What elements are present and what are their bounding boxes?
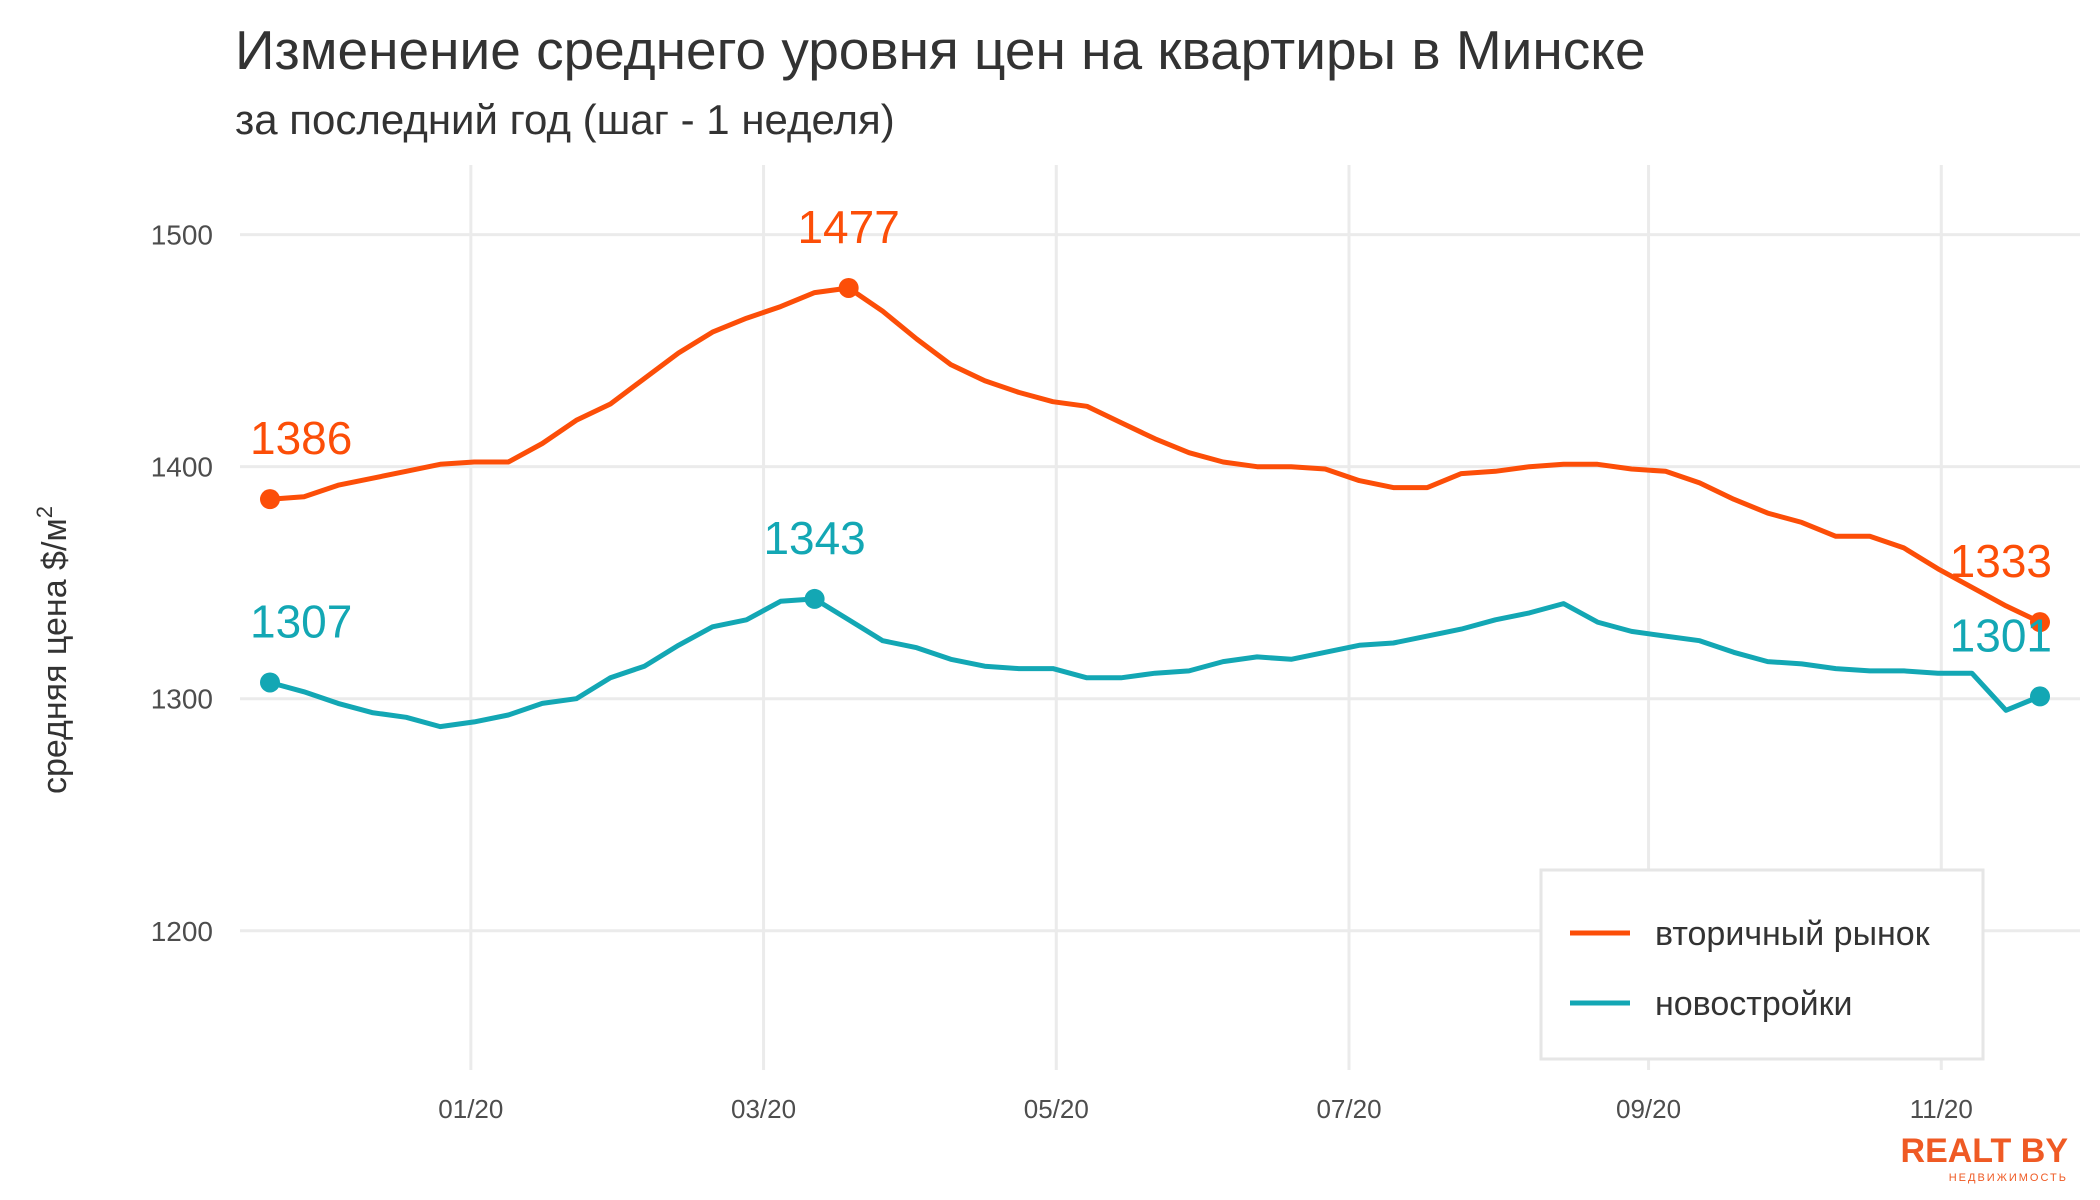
logo-text: REALT BY [1901, 1132, 2069, 1170]
series-line-new-buildings [267, 596, 2043, 730]
data-label: 1307 [250, 595, 352, 647]
y-axis-label: средняя цена $/м2 [32, 506, 74, 794]
label-layer: 1386 1477 1333 1307 1343 1301 [250, 201, 2052, 661]
x-tick-label: 07/20 [1316, 1094, 1381, 1124]
x-tick-label: 03/20 [731, 1094, 796, 1124]
legend-box [1539, 868, 1985, 1061]
y-tick-label: 1200 [151, 916, 213, 947]
series-layer [260, 277, 2050, 730]
data-label: 1333 [1950, 535, 2052, 587]
chart-title: Изменение среднего уровня цен на квартир… [235, 19, 1646, 81]
legend-label-secondary-market: вторичный рынок [1655, 915, 1931, 953]
realt-by-logo: REALT BY НЕДВИЖИМОСТЬ [1901, 1132, 2069, 1184]
y-tick-label: 1500 [151, 220, 213, 251]
highlight-point [2030, 612, 2050, 633]
y-tick-label: 1400 [151, 452, 213, 483]
highlight-point [838, 277, 859, 298]
y-tick-label: 1300 [151, 684, 213, 715]
legend: вторичный рынок новостройки [1539, 868, 1985, 1061]
chart-subtitle: за последний год (шаг - 1 неделя) [235, 96, 895, 143]
highlight-point [2030, 686, 2050, 707]
x-tick-label: 01/20 [438, 1094, 503, 1124]
data-label: 1301 [1950, 609, 2052, 661]
highlight-point [804, 588, 825, 609]
x-tick-label: 09/20 [1616, 1094, 1681, 1124]
data-label: 1343 [763, 512, 865, 564]
highlight-point [260, 489, 280, 510]
x-tick-label: 11/20 [1910, 1094, 1973, 1124]
grid-layer [240, 165, 2080, 1070]
axis-layer: 1200 1300 1400 1500 01/20 03/20 05/20 07/20 09/2… [151, 220, 1973, 1124]
logo-subtext: НЕДВИЖИМОСТЬ [1949, 1172, 2068, 1184]
highlight-point [260, 672, 280, 693]
data-label: 1477 [797, 201, 899, 253]
legend-label-new-buildings: новостройки [1655, 985, 1853, 1023]
x-tick-label: 05/20 [1024, 1094, 1089, 1124]
series-line-secondary-market [267, 285, 2043, 625]
data-label: 1386 [250, 412, 352, 464]
